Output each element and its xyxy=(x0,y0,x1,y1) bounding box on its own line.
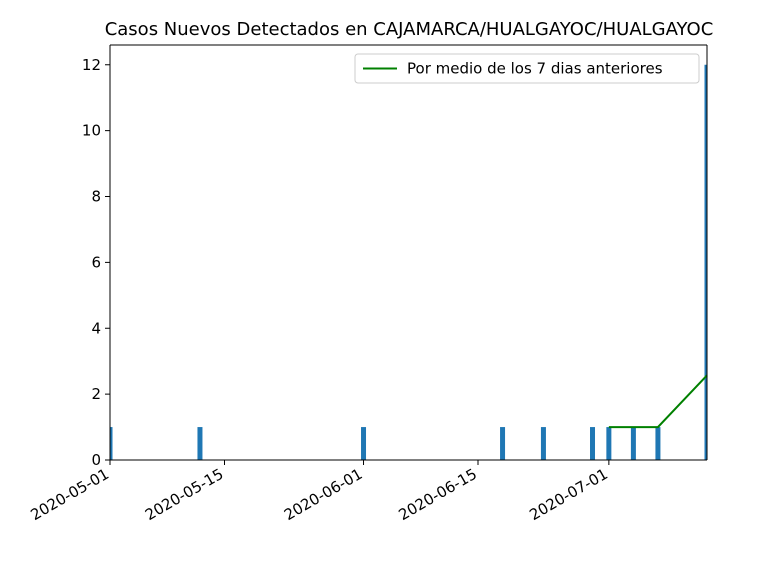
bar-6 xyxy=(606,427,612,460)
y-tick-label: 0 xyxy=(91,451,101,469)
bar-9 xyxy=(704,64,707,460)
y-tick-label: 6 xyxy=(91,253,101,271)
bars-layer xyxy=(110,64,707,460)
x-tick-label: 2020-07-01 xyxy=(526,465,611,524)
y-tick-label: 10 xyxy=(82,122,101,140)
x-tick-label: 2020-06-15 xyxy=(396,465,481,524)
y-tick-label: 2 xyxy=(91,385,101,403)
bar-0 xyxy=(110,427,113,460)
x-tick-label: 2020-05-01 xyxy=(27,465,112,524)
chart-title: Casos Nuevos Detectados en CAJAMARCA/HUA… xyxy=(105,19,714,40)
bar-1 xyxy=(197,427,203,460)
bar-3 xyxy=(500,427,506,460)
y-tick-label: 8 xyxy=(91,188,101,206)
legend-box xyxy=(354,53,700,84)
axes-layer: 0 2 4 6 8 10 12 2020-05-01 2020-05-15 2020-06-01 2… xyxy=(27,44,708,524)
x-tick-label: 2020-05-15 xyxy=(142,465,227,524)
legend-label-0: Por medio de los 7 dias anteriores xyxy=(407,60,663,78)
bar-8 xyxy=(655,427,661,460)
bar-7 xyxy=(630,427,636,460)
bar-4 xyxy=(540,427,546,460)
bar-5 xyxy=(590,427,596,460)
y-tick-label: 4 xyxy=(91,319,101,337)
series-line-0 xyxy=(608,374,708,429)
y-tick-label: 12 xyxy=(82,56,101,74)
legend: Por medio de los 7 dias anteriores xyxy=(354,53,700,84)
bar-2 xyxy=(361,427,367,460)
x-tick-label: 2020-06-01 xyxy=(281,465,366,524)
lines-layer xyxy=(608,374,708,429)
